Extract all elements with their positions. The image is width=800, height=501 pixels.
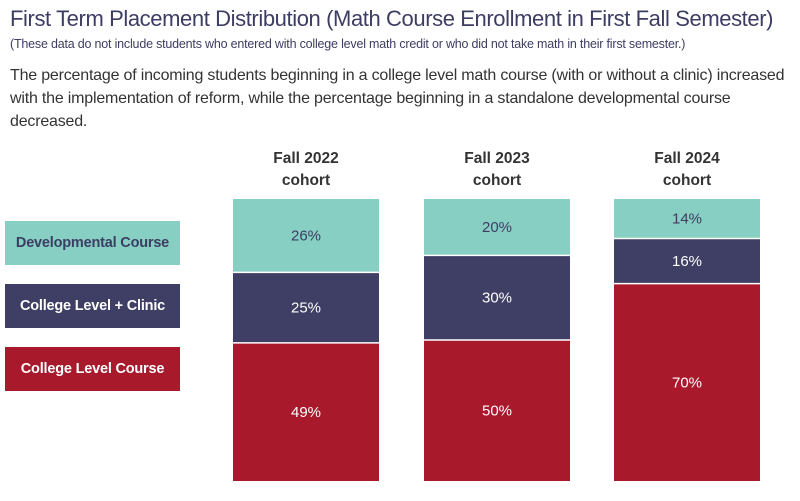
bar-segment xyxy=(614,199,760,239)
data-label: 50% xyxy=(482,403,512,420)
bar-segment xyxy=(424,340,570,481)
data-label: 14% xyxy=(672,211,702,228)
bar-segment xyxy=(233,272,379,343)
legend-item-college-level-clinic: College Level + Clinic xyxy=(5,284,180,328)
category-label: cohort xyxy=(473,172,521,189)
chart-description: The percentage of incoming students begi… xyxy=(10,67,785,130)
legend-item-developmental-course: Developmental Course xyxy=(5,221,180,265)
category-label: cohort xyxy=(663,172,711,189)
bar-segment xyxy=(424,255,570,340)
bar-segment xyxy=(233,342,379,481)
data-label: 49% xyxy=(291,404,321,421)
category-label: cohort xyxy=(282,172,330,189)
data-label: 30% xyxy=(482,290,512,307)
chart-title: First Term Placement Distribution (Math … xyxy=(10,6,774,31)
bar-segment xyxy=(233,199,379,273)
category-label: Fall 2023 xyxy=(464,150,530,167)
category-label: Fall 2022 xyxy=(273,150,339,167)
data-label: 25% xyxy=(291,300,321,317)
data-label: 70% xyxy=(672,374,702,391)
bar-segment xyxy=(424,199,570,256)
data-label: 16% xyxy=(672,253,702,270)
bar-segment xyxy=(614,238,760,284)
data-label: 26% xyxy=(291,228,321,245)
chart-subtitle: (These data do not include students who … xyxy=(10,37,686,51)
category-label: Fall 2024 xyxy=(654,150,720,167)
bar-segment xyxy=(614,283,760,481)
data-label: 20% xyxy=(482,219,512,236)
legend-item-college-level-course: College Level Course xyxy=(5,347,180,391)
